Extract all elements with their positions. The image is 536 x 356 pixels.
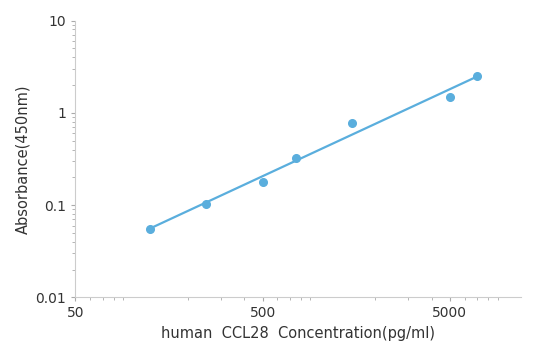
Y-axis label: Absorbance(450nm): Absorbance(450nm)	[15, 84, 30, 234]
X-axis label: human  CCL28  Concentration(pg/ml): human CCL28 Concentration(pg/ml)	[161, 326, 435, 341]
